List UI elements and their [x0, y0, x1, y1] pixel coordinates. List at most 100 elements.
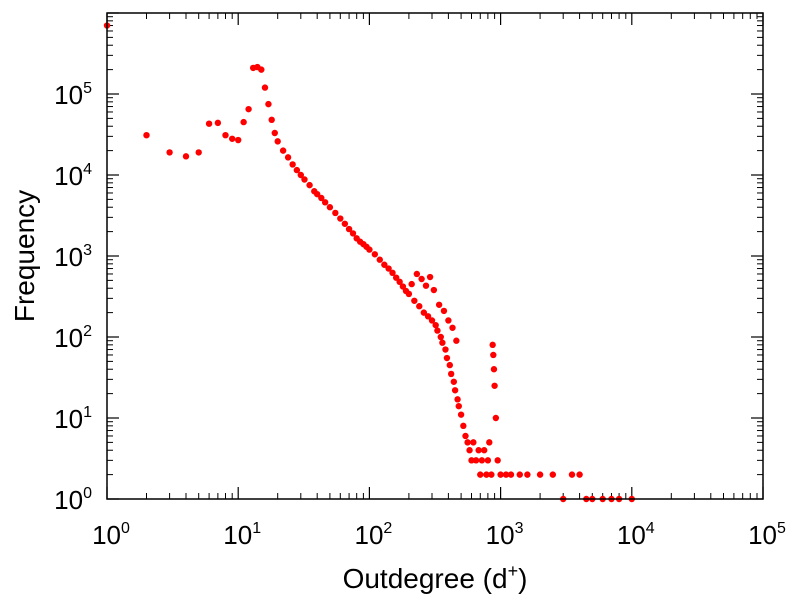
data-point [195, 149, 202, 156]
data-point [451, 387, 459, 394]
x-tick-label: 102 [354, 520, 392, 550]
data-point [486, 439, 493, 446]
data-point [381, 261, 388, 268]
y-tick-label: 101 [54, 404, 92, 434]
data-point [454, 396, 461, 403]
plot-frame [106, 12, 764, 500]
data-point [337, 215, 344, 222]
data-point [326, 204, 334, 211]
data-point [371, 251, 379, 258]
data-point [462, 432, 469, 440]
data-point [293, 166, 301, 174]
data-point [443, 354, 451, 362]
data-point [568, 471, 576, 478]
data-point [413, 270, 421, 278]
y-tick-label: 100 [54, 485, 92, 515]
data-point [437, 333, 444, 341]
data-point [434, 327, 441, 334]
data-point [484, 457, 492, 464]
x-tick-label: 104 [617, 520, 655, 550]
data-point [489, 341, 496, 349]
data-point [445, 317, 452, 324]
data-point [301, 176, 308, 183]
data-point [524, 471, 531, 478]
data-point [279, 147, 287, 154]
data-point [268, 116, 275, 124]
data-point [491, 382, 498, 389]
data-point [341, 220, 349, 227]
data-point [258, 66, 265, 73]
data-point [516, 471, 523, 478]
data-point [318, 194, 325, 202]
data-point [422, 282, 430, 289]
data-point [439, 339, 446, 346]
data-point [235, 136, 242, 144]
data-point [472, 457, 480, 464]
data-point [222, 131, 229, 139]
data-points [103, 22, 635, 503]
data-point [453, 337, 460, 344]
data-point [490, 351, 497, 359]
x-tick-label: 105 [748, 520, 786, 550]
data-point [430, 286, 438, 294]
x-tick-label: 103 [486, 520, 524, 550]
data-point [449, 324, 456, 331]
y-tick-labels: 100 101 102 103 104 105 [54, 80, 92, 515]
y-tick-label: 103 [54, 242, 92, 272]
x-tick-label: 101 [223, 520, 261, 550]
y-tick-label: 104 [54, 161, 92, 191]
data-point [182, 153, 190, 160]
data-point [366, 246, 373, 253]
data-point [477, 471, 484, 478]
data-point [428, 317, 436, 324]
data-point [424, 313, 432, 320]
data-point [549, 471, 557, 478]
data-point [536, 471, 544, 478]
data-point [289, 161, 296, 168]
data-point [306, 181, 313, 189]
minor-ticks [107, 13, 763, 499]
data-point [313, 190, 321, 198]
data-point [483, 471, 490, 478]
data-point [418, 275, 425, 283]
data-point [497, 471, 504, 478]
data-point [166, 149, 173, 156]
x-tick-label: 100 [92, 520, 130, 550]
data-point [385, 265, 392, 272]
data-point [321, 199, 329, 206]
data-point [389, 269, 396, 277]
data-point [274, 138, 281, 145]
data-point [332, 209, 339, 217]
data-point [143, 131, 150, 139]
data-point [435, 301, 443, 308]
data-point [396, 278, 403, 286]
data-point [488, 471, 495, 478]
data-point [447, 370, 455, 378]
data-point [432, 321, 439, 329]
data-point [455, 402, 462, 410]
major-ticks [106, 12, 764, 500]
data-point [297, 171, 304, 179]
data-point [464, 439, 471, 446]
data-point [265, 100, 272, 108]
data-point [576, 471, 583, 478]
y-tick-label: 105 [54, 80, 92, 110]
data-point [426, 273, 434, 281]
y-axis-title: Frequency [9, 190, 40, 322]
data-point [345, 225, 353, 233]
data-point [502, 471, 510, 478]
data-point [399, 283, 407, 290]
data-point [440, 307, 448, 315]
data-point [376, 256, 383, 263]
data-point [416, 303, 423, 310]
data-point [492, 414, 500, 422]
data-point [457, 411, 465, 418]
data-point [228, 135, 236, 142]
data-point [446, 361, 453, 369]
data-point [284, 154, 292, 161]
x-axis-title: Outdegree (d+) [343, 561, 528, 594]
data-point [490, 366, 498, 373]
data-point [468, 457, 475, 464]
data-point [478, 457, 486, 464]
